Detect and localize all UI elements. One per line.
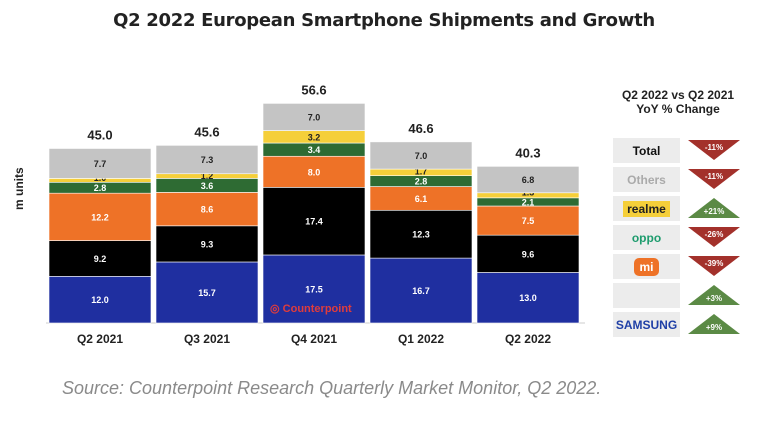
down-arrow-icon: -39% [688,256,740,276]
data-label-samsung: 15.7 [198,288,216,298]
stacked-bar-chart: 12.09.212.22.81.07.745.0Q2 202115.79.38.… [46,82,585,346]
bar-segment-apple [155,225,259,263]
data-label-xiaomi: 6.1 [415,194,428,204]
yoy-change: -11% [704,172,724,181]
bar-segment-others [48,148,152,179]
brand-label: Total [632,143,661,158]
logo-text: Counterpoint [282,303,352,315]
brand-label: realme [623,200,670,217]
x-tick-label: Q1 2022 [398,332,444,346]
yoy-row: Others -11% [613,167,748,192]
source-note: Source: Counterpoint Research Quarterly … [62,378,602,398]
yoy-panel-title: Q2 2022 vs Q2 2021 YoY % Change [608,88,748,116]
bar-segment-xiaomi [155,192,259,227]
data-label-realme: 3.2 [308,132,321,142]
total-label: 46.6 [408,121,433,136]
yoy-row: mi -39% [613,254,748,279]
data-label-apple: 12.3 [412,230,430,240]
bar-segment-apple [262,187,366,256]
brand-label: mi [634,257,659,276]
down-arrow-icon: -11% [688,140,740,160]
x-tick-label: Q2 2021 [77,332,123,346]
brand-label: SAMSUNG [615,317,678,332]
bar-segment-xiaomi [48,192,152,241]
total-label: 40.3 [515,145,540,160]
data-label-samsung: 17.5 [305,284,323,294]
data-label-apple: 17.4 [305,217,323,227]
up-arrow-icon: +21% [688,198,740,218]
yoy-row: realme +21% [613,196,748,221]
data-label-oppo: 2.8 [94,183,107,193]
bar-segment-apple [369,209,473,259]
panel-title-line2: YoY % Change [636,102,720,116]
yoy-change: +9% [705,323,723,332]
data-label-oppo: 2.1 [522,197,535,207]
chart-title: Q2 2022 European Smartphone Shipments an… [113,10,655,31]
data-label-xiaomi: 12.2 [91,212,109,222]
yoy-row: SAMSUNG +9% [613,312,748,337]
data-label-others: 7.7 [94,159,107,169]
x-tick-label: Q4 2021 [291,332,337,346]
data-label-oppo: 2.8 [415,177,428,187]
data-label-apple: 9.2 [94,254,107,264]
data-label-oppo: 3.4 [308,145,321,155]
down-arrow-icon: -11% [688,169,740,189]
yoy-row: +3% [613,283,748,308]
data-label-others: 7.0 [308,112,321,122]
bar-segment-samsung [369,257,473,324]
brand-cell [613,283,680,308]
x-tick-label: Q3 2021 [184,332,230,346]
bar-segment-samsung [476,272,580,324]
panel-title-line1: Q2 2022 vs Q2 2021 [621,88,735,102]
bar-segment-others [155,145,259,175]
bar-segment-samsung [48,276,152,324]
up-arrow-icon: +3% [688,285,740,305]
bar-segment-samsung [155,261,259,324]
total-label: 56.6 [301,82,326,97]
data-label-samsung: 13.0 [519,293,537,303]
bar-segment-samsung [262,254,366,324]
yoy-row: Total -11% [613,138,748,163]
up-arrow-icon: +9% [688,314,740,334]
data-label-apple: 9.6 [522,249,535,259]
data-label-xiaomi: 8.6 [201,205,214,215]
counterpoint-logo: ◎ Counterpoint [270,303,352,315]
brand-label: oppo [631,230,662,245]
yoy-change: +21% [703,207,725,216]
brand-cell: mi [613,254,680,279]
data-label-realme: 1.7 [415,167,428,177]
bar-segment-others [262,103,366,131]
data-label-xiaomi: 7.5 [522,216,535,226]
brand-cell: realme [613,196,680,221]
yoy-change: -26% [704,230,724,239]
total-label: 45.0 [87,127,112,142]
data-label-samsung: 16.7 [412,286,430,296]
brand-label: Others [627,172,666,187]
yoy-row: oppo -26% [613,225,748,250]
brand-cell: SAMSUNG [613,312,680,337]
data-label-realme: 1.2 [201,171,214,181]
data-label-apple: 9.3 [201,239,214,249]
yoy-change: +3% [705,294,723,303]
brand-cell: Others [613,167,680,192]
bar-segment-others [369,141,473,170]
data-label-others: 6.8 [522,175,535,185]
total-label: 45.6 [194,124,219,139]
data-label-xiaomi: 8.0 [308,167,321,177]
data-label-others: 7.3 [201,155,214,165]
x-tick-label: Q2 2022 [505,332,551,346]
down-arrow-icon: -26% [688,227,740,247]
bar-segment-others [476,166,580,194]
bar-segment-apple [476,234,580,273]
data-label-oppo: 3.6 [201,181,214,191]
bar-segment-xiaomi [262,155,366,188]
brand-cell: Total [613,138,680,163]
yoy-change: -11% [704,143,724,152]
data-label-samsung: 12.0 [91,295,109,305]
data-label-others: 7.0 [415,151,428,161]
yoy-change: -39% [704,259,724,268]
brand-cell: oppo [613,225,680,250]
